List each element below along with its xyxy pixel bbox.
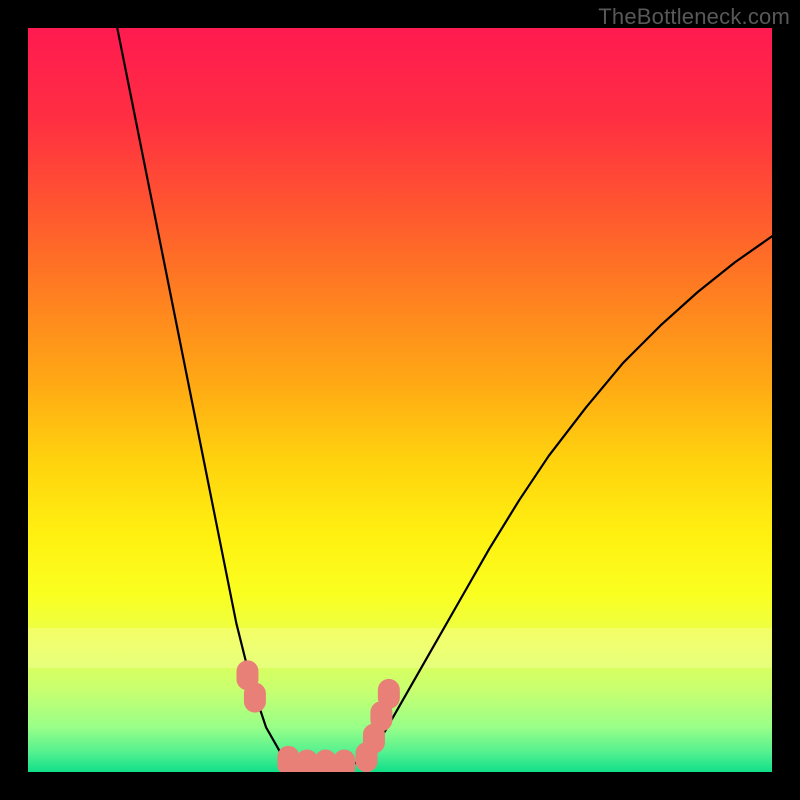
plot-svg <box>28 28 772 772</box>
plot-area <box>28 28 772 772</box>
highlight-band <box>28 628 772 668</box>
data-marker <box>244 683 266 713</box>
data-marker <box>333 750 355 772</box>
chart-container: TheBottleneck.com <box>0 0 800 800</box>
watermark-text: TheBottleneck.com <box>598 4 790 30</box>
data-marker <box>378 679 400 709</box>
